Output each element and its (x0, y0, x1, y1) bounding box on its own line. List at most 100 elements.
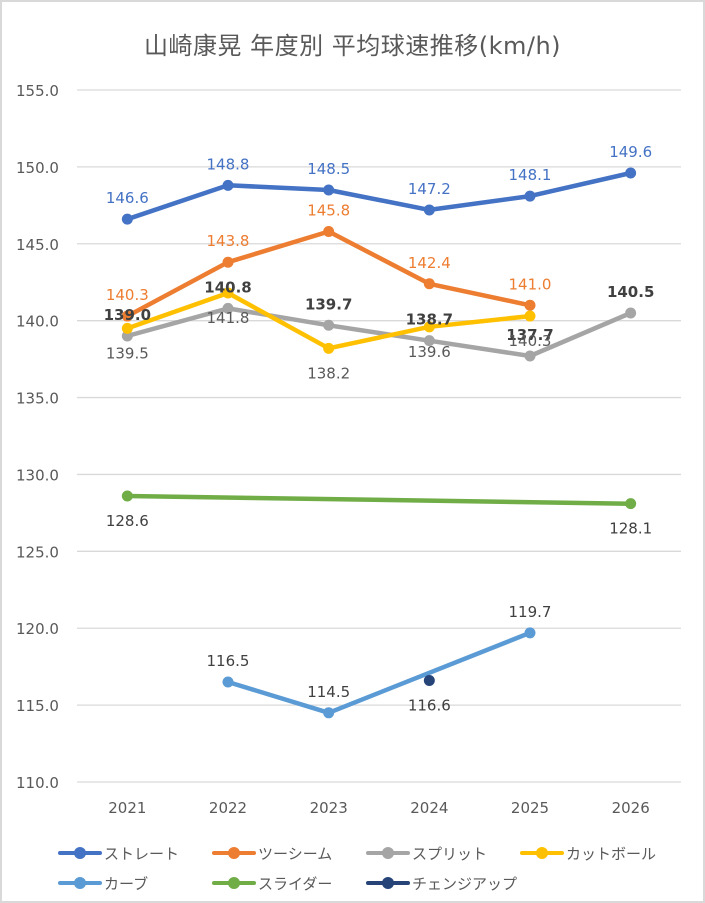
data-point (524, 350, 536, 362)
data-label: 128.6 (106, 512, 149, 530)
data-point (121, 310, 133, 322)
x-tick-label: 2021 (108, 799, 146, 817)
data-label: 139.0 (104, 306, 151, 324)
y-tick-label: 130.0 (16, 466, 59, 484)
data-point (524, 627, 536, 639)
legend: ストレート ツーシーム スプリット カットボール カーブ スライダー チェンジア… (58, 838, 698, 898)
data-point (121, 490, 133, 502)
data-point (423, 335, 435, 347)
data-label: 149.6 (609, 143, 652, 161)
data-label: 148.5 (307, 160, 350, 178)
data-label: 140.8 (204, 278, 251, 296)
data-point (423, 204, 435, 216)
data-label: 140.3 (509, 332, 552, 350)
legend-label: チェンジアップ (412, 874, 518, 893)
x-tick-label: 2022 (209, 799, 247, 817)
legend-label: ストレート (104, 844, 180, 863)
data-label: 141.8 (207, 309, 250, 327)
data-label: 140.3 (106, 286, 149, 304)
series-line-5 (125, 493, 633, 506)
data-label: 142.4 (408, 254, 451, 272)
y-tick-label: 115.0 (16, 697, 59, 715)
data-label: 139.7 (305, 295, 352, 313)
legend-swatch-icon (58, 876, 102, 890)
y-tick-label: 110.0 (16, 774, 59, 792)
y-tick-label: 140.0 (16, 313, 59, 331)
legend-item-curve: カーブ (58, 873, 212, 894)
y-tick-label: 125.0 (16, 543, 59, 561)
data-point (222, 302, 234, 314)
data-point (222, 256, 234, 268)
y-axis-tick-labels: 155.0 150.0 145.0 140.0 135.0 130.0 125.0 120.0… (16, 82, 59, 792)
data-point (423, 675, 435, 687)
data-label: 148.1 (509, 166, 552, 184)
data-label: 138.2 (307, 364, 350, 382)
legend-swatch-icon (366, 876, 410, 890)
legend-row-1: ストレート ツーシーム スプリット カットボール (58, 838, 698, 868)
data-point (121, 330, 133, 342)
y-tick-label: 135.0 (16, 390, 59, 408)
series-line-0 (125, 170, 633, 222)
data-point (323, 707, 335, 719)
legend-swatch-icon (520, 846, 564, 860)
data-point (524, 299, 536, 311)
data-label: 128.1 (609, 520, 652, 538)
legend-item-slider: スライダー (212, 873, 366, 894)
data-label: 141.0 (509, 275, 552, 293)
data-label: 147.2 (408, 180, 451, 198)
legend-label: スプリット (412, 844, 488, 863)
chart-title: 山崎康晃 年度別 平均球速推移(km/h) (143, 32, 562, 60)
data-label: 145.8 (307, 201, 350, 219)
legend-swatch-icon (212, 846, 256, 860)
data-point (222, 179, 234, 191)
data-label: 146.6 (106, 189, 149, 207)
legend-item-straight: ストレート (58, 843, 212, 864)
data-label: 138.7 (406, 311, 453, 329)
data-point (524, 310, 536, 322)
legend-item-two-seam: ツーシーム (212, 843, 366, 864)
legend-label: スライダー (258, 874, 333, 893)
legend-label: カーブ (104, 874, 149, 893)
data-point (423, 278, 435, 290)
data-point (625, 167, 637, 179)
y-tick-label: 155.0 (16, 82, 59, 100)
data-point (323, 342, 335, 354)
x-tick-label: 2026 (612, 799, 650, 817)
legend-swatch-icon (366, 846, 410, 860)
x-tick-label: 2023 (310, 799, 348, 817)
gridlines (77, 89, 681, 783)
legend-swatch-icon (212, 876, 256, 890)
y-tick-label: 145.0 (16, 236, 59, 254)
data-label: 143.8 (207, 232, 250, 250)
y-tick-label: 120.0 (16, 620, 59, 638)
data-point (323, 184, 335, 196)
series-lines (125, 170, 633, 716)
data-label: 137.7 (506, 326, 553, 344)
data-point (524, 190, 536, 202)
legend-label: カットボール (566, 844, 657, 863)
data-point (323, 225, 335, 237)
data-point (323, 319, 335, 331)
y-tick-label: 150.0 (16, 159, 59, 177)
series-points (121, 167, 637, 719)
legend-item-split: スプリット (366, 843, 520, 864)
legend-label: ツーシーム (258, 844, 333, 863)
data-label: 139.5 (106, 344, 149, 362)
legend-item-changeup: チェンジアップ (366, 873, 520, 894)
data-label: 114.5 (307, 683, 350, 701)
x-tick-label: 2025 (511, 799, 549, 817)
data-point (625, 307, 637, 319)
data-point (625, 498, 637, 510)
data-label: 148.8 (207, 155, 250, 173)
data-point (121, 213, 133, 225)
data-point (222, 676, 234, 688)
data-point (222, 287, 234, 299)
data-point (121, 322, 133, 334)
x-tick-label: 2024 (410, 799, 448, 817)
x-axis-tick-labels: 2021 2022 2023 2024 2025 2026 (108, 799, 650, 817)
data-point (423, 321, 435, 333)
data-label: 119.7 (509, 603, 552, 621)
series-line-2 (125, 306, 633, 359)
